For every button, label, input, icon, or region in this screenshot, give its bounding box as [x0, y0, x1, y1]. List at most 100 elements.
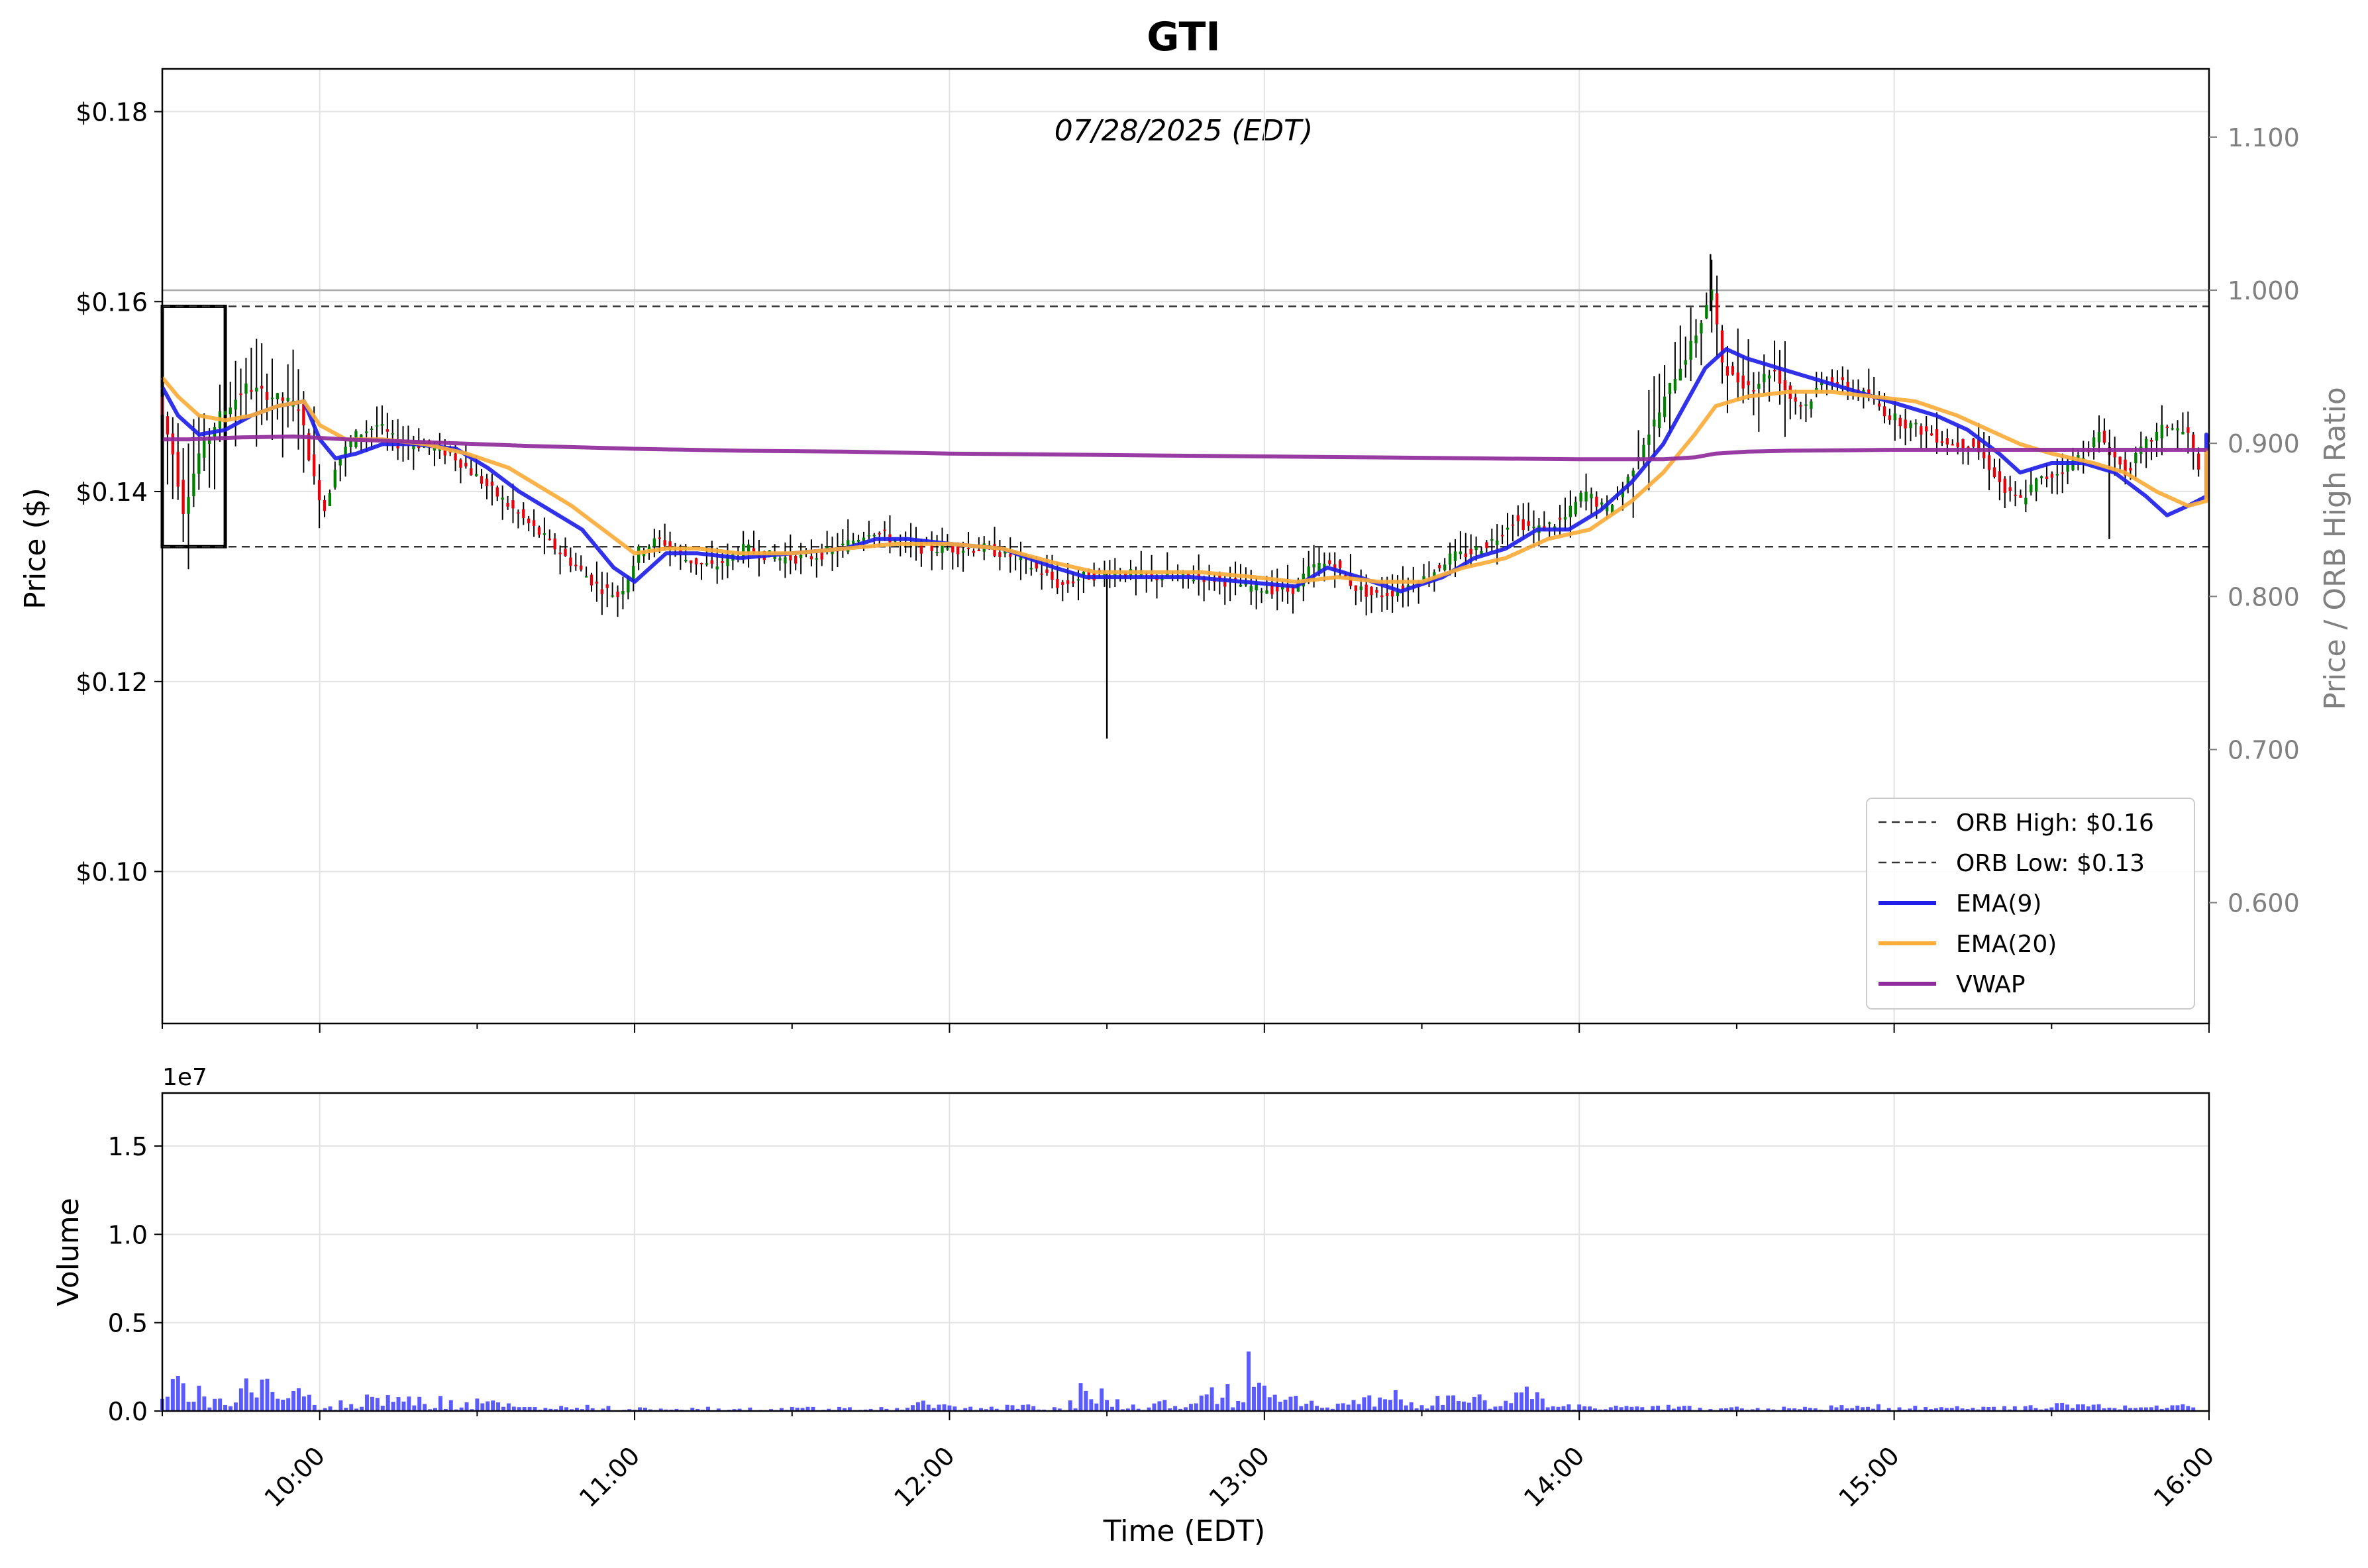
- candle-body: [1386, 593, 1388, 596]
- candle-body: [1584, 492, 1587, 501]
- candle-body: [386, 429, 389, 432]
- volume-bar: [1357, 1404, 1361, 1411]
- candle-body: [1569, 506, 1572, 517]
- volume-bar: [260, 1380, 264, 1411]
- volume-bar: [1367, 1395, 1371, 1411]
- candle-body: [1438, 565, 1441, 568]
- volume-bar: [1478, 1394, 1482, 1411]
- volume-bar: [1105, 1400, 1109, 1411]
- candle-body: [1260, 591, 1262, 592]
- candle-body: [548, 539, 551, 540]
- candle-body: [334, 470, 336, 488]
- volume-bar: [2175, 1405, 2179, 1411]
- legend-label: EMA(20): [1956, 931, 2057, 958]
- volume-bar: [407, 1396, 411, 1411]
- candle-body: [1564, 517, 1567, 519]
- candle-body: [234, 399, 236, 409]
- candle-body: [711, 560, 713, 564]
- candle-body: [653, 539, 656, 547]
- volume-bar: [1268, 1397, 1272, 1411]
- candle-body: [1364, 585, 1367, 597]
- volume-bar: [1089, 1399, 1093, 1411]
- candle-body: [815, 558, 818, 560]
- candle-body: [1595, 497, 1598, 507]
- candle-body: [475, 474, 478, 476]
- candle-body: [543, 533, 546, 535]
- volume-bar: [1100, 1388, 1104, 1411]
- volume-bar: [1252, 1387, 1256, 1411]
- candle-body: [2181, 432, 2184, 435]
- volume-bar: [349, 1404, 353, 1411]
- candle-body: [527, 519, 530, 523]
- candle-body: [1731, 366, 1734, 375]
- candle-body: [663, 540, 666, 545]
- volume-y-tick-label: 0.5: [108, 1309, 148, 1338]
- volume-bar: [1068, 1400, 1072, 1411]
- candle-body: [224, 411, 227, 415]
- volume-bar: [202, 1396, 206, 1411]
- candle-body: [1721, 331, 1724, 362]
- volume-bar: [166, 1397, 170, 1411]
- candle-body: [250, 390, 252, 392]
- candle-body: [2129, 468, 2132, 470]
- volume-bar: [365, 1394, 369, 1411]
- volume-bar: [1011, 1405, 1015, 1411]
- candle-body: [2056, 474, 2059, 476]
- volume-bar: [187, 1402, 191, 1411]
- volume-bar: [2076, 1404, 2080, 1411]
- candle-body: [606, 584, 609, 588]
- candle-body: [1250, 586, 1253, 592]
- candle-body: [695, 558, 697, 564]
- candle-body: [203, 439, 205, 458]
- candle-body: [1925, 426, 1928, 431]
- volume-bar: [1467, 1403, 1471, 1411]
- volume-bar: [491, 1400, 495, 1411]
- candle-body: [2171, 428, 2173, 429]
- volume-bar: [449, 1400, 453, 1411]
- candle-body: [1647, 435, 1650, 445]
- volume-bar: [412, 1406, 416, 1411]
- volume-y-tick-label: 1.0: [108, 1220, 148, 1249]
- volume-offset-label: 1e7: [162, 1064, 207, 1091]
- candle-body: [1072, 582, 1074, 584]
- candle-body: [878, 533, 881, 535]
- x-tick-label: 10:00: [259, 1441, 331, 1513]
- candle-body: [1894, 413, 1896, 420]
- candle-body: [554, 539, 556, 550]
- candle-body: [501, 497, 504, 499]
- candle-body: [1517, 515, 1519, 521]
- candle-body: [2103, 431, 2106, 443]
- candle-body: [1883, 406, 1886, 416]
- candle-body: [1449, 554, 1451, 565]
- candle-body: [533, 520, 535, 526]
- volume-bar: [1262, 1386, 1266, 1411]
- candle-body: [2024, 498, 2027, 505]
- volume-bar: [1200, 1396, 1204, 1411]
- candle-body: [1679, 369, 1682, 381]
- ratio-y-tick-label: 1.100: [2228, 123, 2300, 152]
- candle-body: [470, 468, 472, 475]
- candle-body: [978, 550, 980, 551]
- candle-body: [1705, 305, 1708, 318]
- candle-body: [2155, 432, 2158, 441]
- candle-body: [486, 479, 488, 486]
- candle-body: [2092, 437, 2095, 447]
- x-tick-label: 12:00: [888, 1441, 960, 1513]
- volume-bar: [1241, 1402, 1245, 1411]
- candle-body: [1485, 543, 1488, 549]
- candle-body: [931, 545, 933, 551]
- volume-bar: [438, 1396, 442, 1411]
- volume-bar: [1094, 1404, 1098, 1411]
- candle-body: [1223, 582, 1226, 586]
- candle-body: [2045, 476, 2048, 478]
- volume-bar: [197, 1386, 201, 1411]
- volume-bar: [1877, 1404, 1880, 1411]
- ratio-y-tick-label: 0.600: [2228, 889, 2300, 918]
- volume-bar: [486, 1401, 489, 1411]
- candle-body: [1757, 384, 1760, 389]
- candle-body: [611, 596, 613, 597]
- volume-bar: [1577, 1404, 1581, 1411]
- candle-body: [1653, 420, 1655, 427]
- candle-body: [480, 476, 483, 484]
- candle-body: [1747, 381, 1749, 385]
